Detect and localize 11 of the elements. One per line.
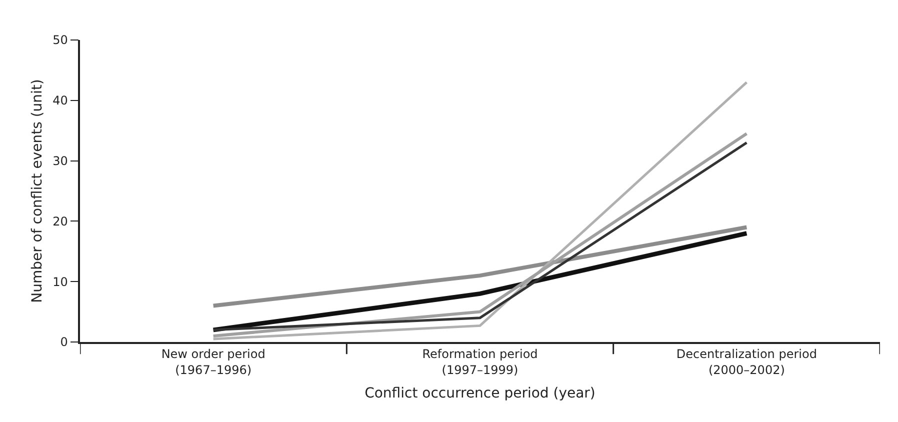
x-tick-label: New order period (1967–1996) [161, 347, 266, 377]
y-tick-label: 10 [52, 274, 68, 289]
y-tick-label: 50 [52, 33, 68, 48]
x-axis-title: Conflict occurrence period (year) [364, 386, 596, 402]
y-tick-label: 20 [52, 214, 68, 228]
y-tick-label: 40 [52, 94, 68, 108]
x-tick-label: Decentralization period (2000–2002) [676, 347, 817, 377]
y-axis-title: Number of conflict events (unit) [30, 79, 46, 303]
y-tick-label: 0 [60, 335, 68, 350]
x-tick-label: Reformation period (1997–1999) [422, 347, 538, 377]
y-tick-label: 30 [52, 154, 68, 168]
